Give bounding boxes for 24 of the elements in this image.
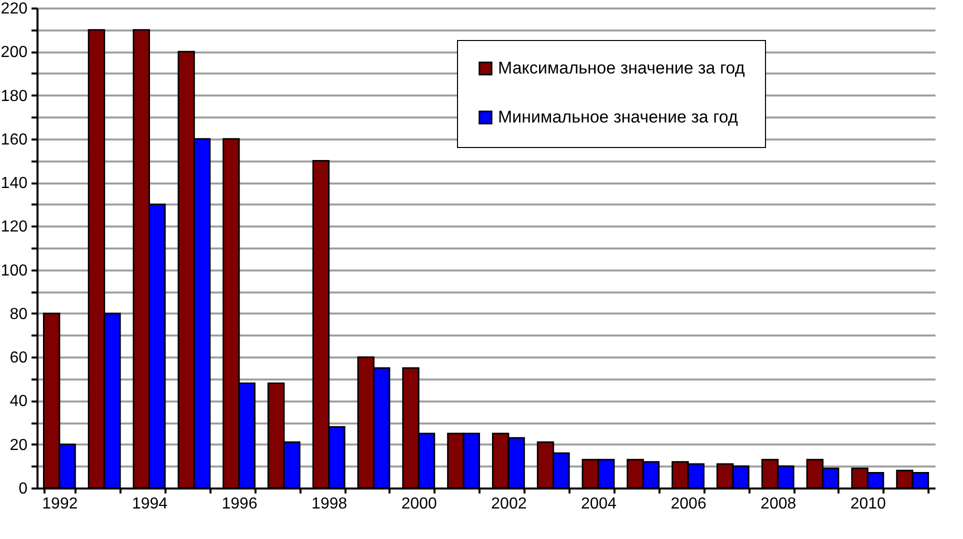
x-tick-label: 2006 [670,496,706,512]
y-tick-label: 20 [10,436,28,454]
legend-label: Минимальное значение за год [498,108,738,126]
x-tick-label: 2000 [401,496,438,512]
x-tick-label: 2004 [580,496,617,512]
y-tick-label: 0 [18,480,28,498]
x-tick-label: 2008 [760,496,796,512]
y-tick-label: 180 [0,88,28,105]
x-tick-label: 1994 [132,496,168,512]
y-tick-label: 200 [0,44,28,62]
y-tick-label: 80 [10,306,28,323]
x-tick-label: 1996 [222,496,258,512]
x-tick-label: 1998 [312,496,348,512]
y-tick-label: 100 [0,262,28,280]
y-tick-label: 40 [10,393,28,410]
y-tick-label: 160 [0,131,28,148]
y-tick-label: 120 [0,218,28,236]
x-tick-label: 1992 [42,496,78,512]
legend-label: Максимальное значение за год [498,58,745,78]
x-tick-label: 2002 [491,496,527,512]
y-tick-label: 220 [0,0,28,18]
x-tick-label: 2010 [850,496,886,512]
y-tick-label: 60 [10,350,28,367]
y-tick-label: 140 [0,175,28,192]
